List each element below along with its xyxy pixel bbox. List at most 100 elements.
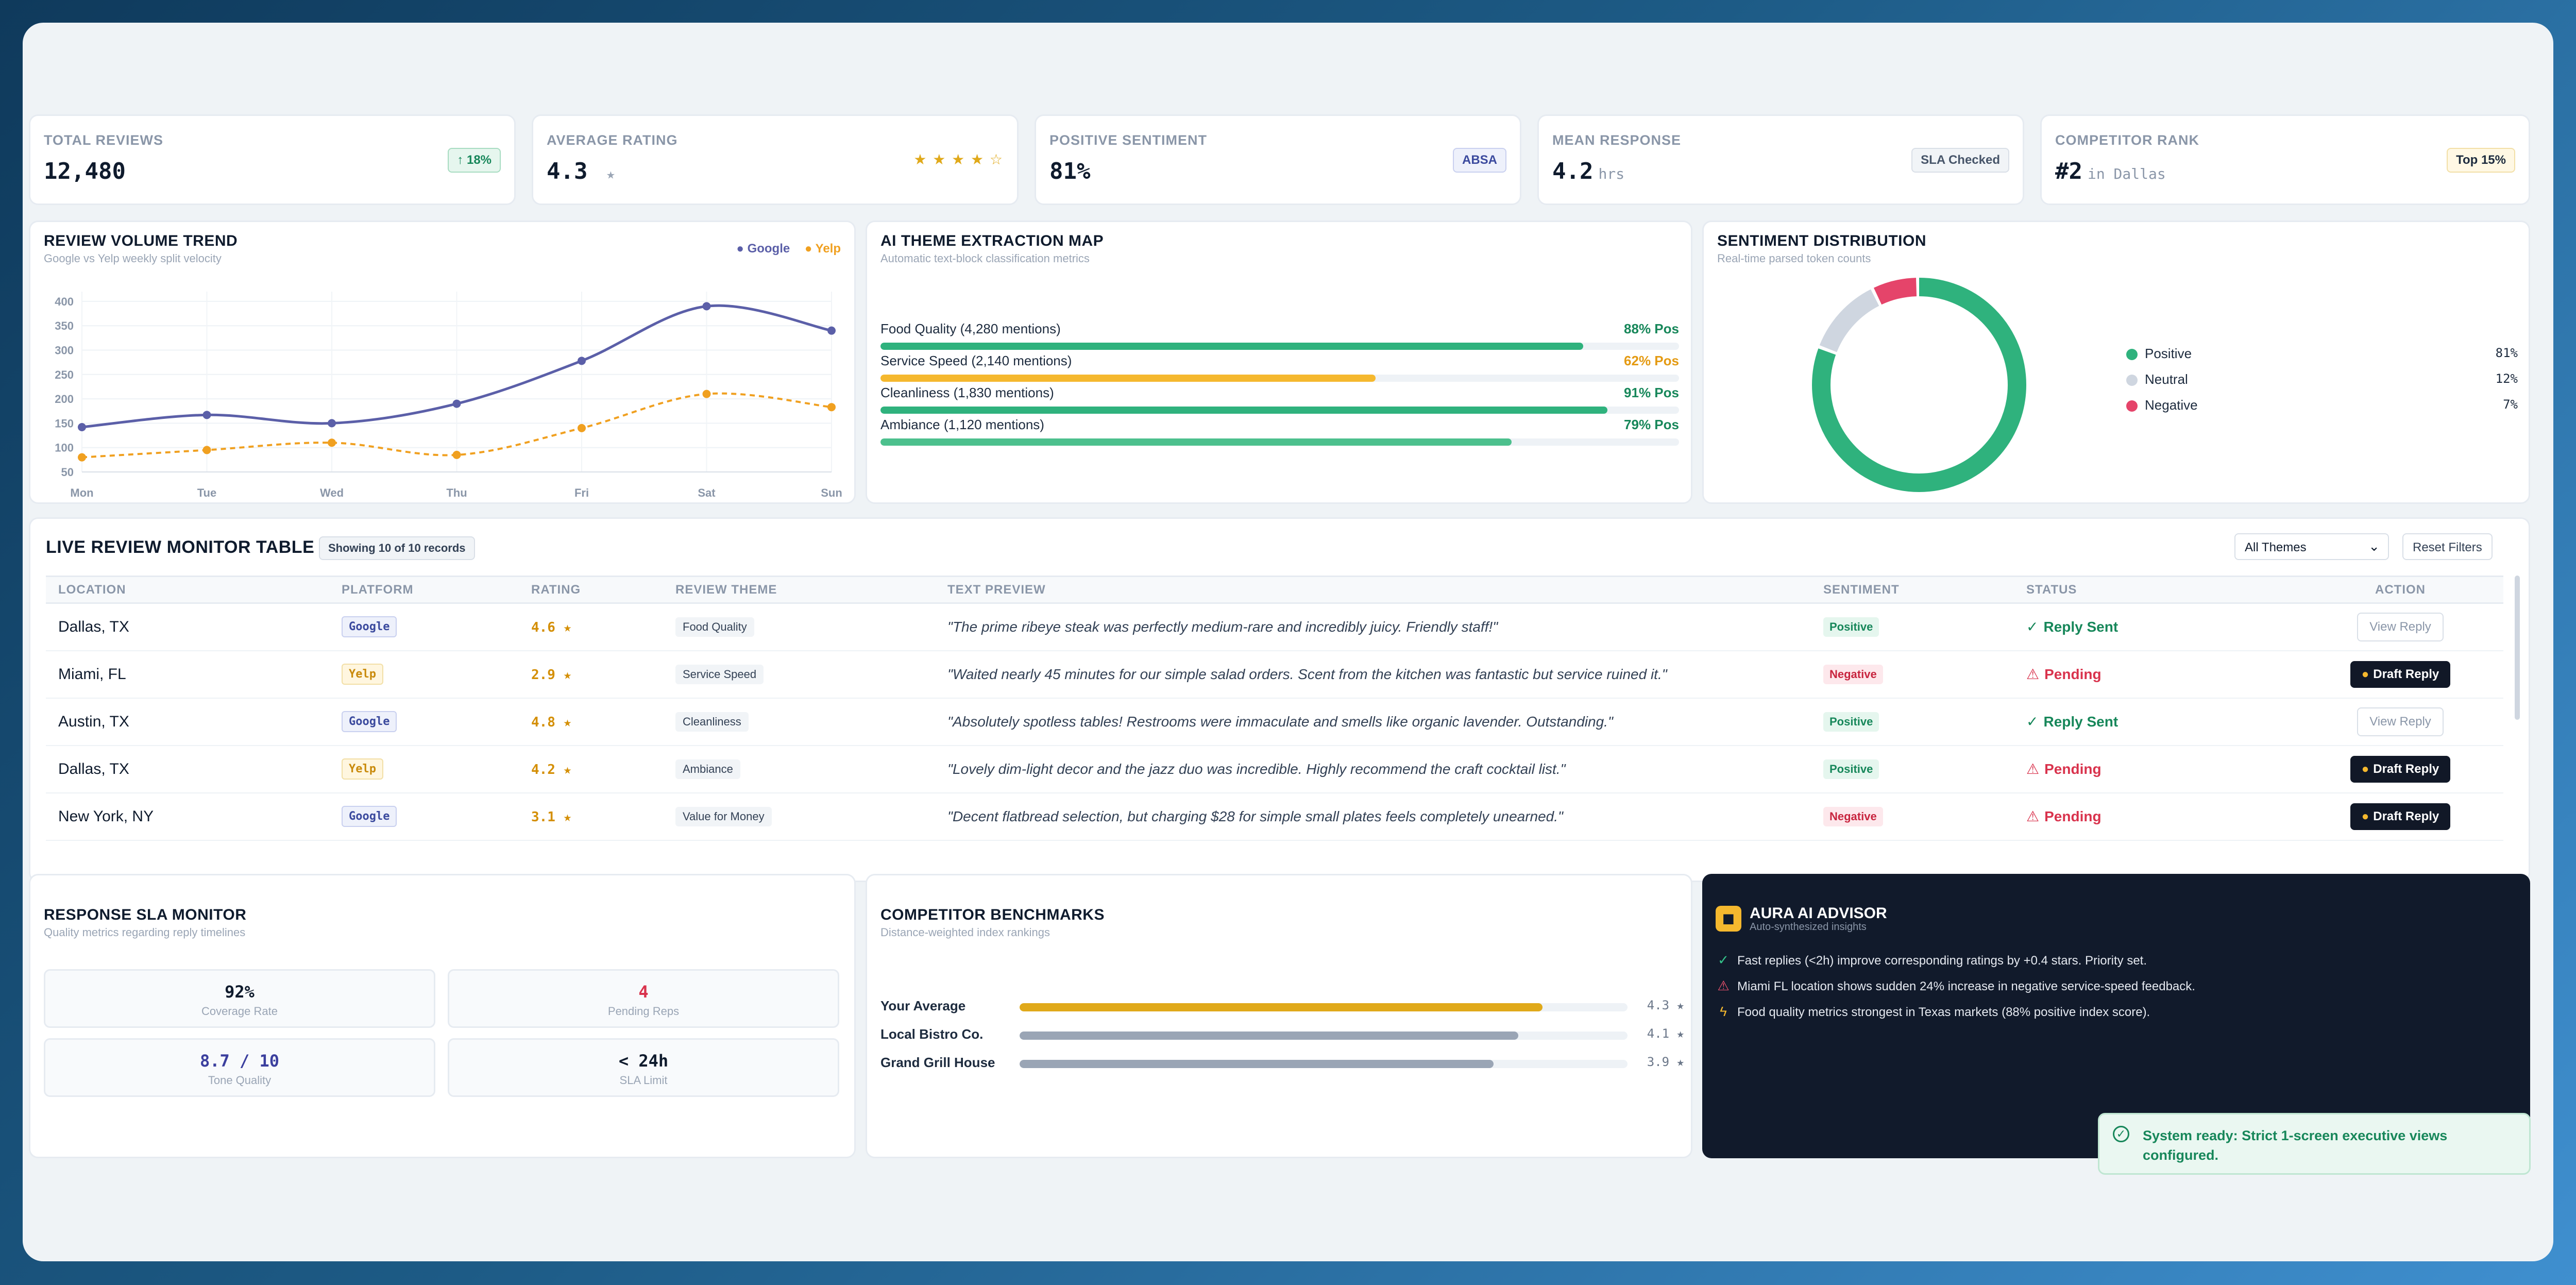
theme-name: Service Speed (2,140 mentions) bbox=[880, 353, 1072, 368]
theme-name: Food Quality (4,280 mentions) bbox=[880, 321, 1061, 336]
table-header-row: LOCATION PLATFORM RATING REVIEW THEME TE… bbox=[46, 576, 2503, 604]
theme-percent: 88% Pos bbox=[1624, 321, 1679, 336]
legend-dot bbox=[2126, 349, 2138, 361]
cell-theme: Service Speed bbox=[663, 650, 935, 699]
review-monitor-card: LIVE REVIEW MONITOR TABLE Showing 10 of … bbox=[29, 517, 2530, 882]
warning-icon: ⚠ bbox=[2026, 666, 2040, 682]
x-tick-label: Mon bbox=[70, 486, 93, 499]
kpi-label: AVERAGE RATING bbox=[547, 132, 678, 148]
theme-chip: Food Quality bbox=[675, 617, 754, 637]
table-row[interactable]: Miami, FL Yelp 2.9 ★ Service Speed "Waited n… bbox=[46, 650, 2503, 699]
kpi-label: POSITIVE SENTIMENT bbox=[1049, 132, 1208, 148]
table-row[interactable]: Dallas, TX Yelp 4.2 ★ Ambiance "Lovely dim-l… bbox=[46, 745, 2503, 793]
insight-text: Food quality metrics strongest in Texas … bbox=[1737, 1005, 2150, 1019]
cell-action: ● Draft Reply bbox=[2297, 792, 2503, 841]
table-row[interactable]: New York, NY Google 3.1 ★ Value for Money "D… bbox=[46, 792, 2503, 841]
table-scrollbar[interactable] bbox=[2515, 576, 2520, 720]
sentiment-badge: Negative bbox=[1823, 806, 1883, 826]
status-indicator: ✓ Reply Sent bbox=[2026, 714, 2118, 730]
view-reply-button[interactable]: View Reply bbox=[2357, 707, 2444, 736]
y-tick-label: 350 bbox=[55, 319, 74, 332]
cell-rating: 2.9 ★ bbox=[519, 650, 663, 699]
review-preview: "Lovely dim-light decor and the jazz duo… bbox=[947, 760, 1566, 777]
theme-filter-select[interactable]: All Themes ⌄ bbox=[2234, 533, 2389, 560]
platform-badge: Google bbox=[342, 616, 397, 638]
legend-dot bbox=[2126, 400, 2138, 412]
competitor-benchmarks-card: COMPETITOR BENCHMARKS Distance-weighted … bbox=[866, 874, 1692, 1158]
toast-message: System ready: Strict 1-screen executive … bbox=[2143, 1128, 2448, 1163]
draft-reply-button[interactable]: ● Draft Reply bbox=[2350, 755, 2451, 783]
benchmark-row: Grand Grill House 3.9 ★ bbox=[880, 1055, 1684, 1075]
review-preview: "The prime ribeye steak was perfectly me… bbox=[947, 618, 1498, 635]
card-title: COMPETITOR BENCHMARKS bbox=[880, 906, 1105, 923]
app-window: TOTAL REVIEWS 12,480 ↑ 18% AVERAGE RATIN… bbox=[23, 23, 2553, 1261]
reset-filters-button[interactable]: Reset Filters bbox=[2402, 533, 2493, 560]
benchmark-bar-track bbox=[1020, 1060, 1628, 1068]
data-point-google bbox=[78, 422, 86, 431]
theme-bar-fill bbox=[880, 375, 1376, 382]
sla-label: Coverage Rate bbox=[201, 1005, 278, 1018]
sla-value: < 24h bbox=[618, 1051, 669, 1071]
cell-action: ● Draft Reply bbox=[2297, 650, 2503, 699]
records-count-badge: Showing 10 of 10 records bbox=[319, 536, 475, 560]
sla-metric-tone-quality: 8.7 / 10 Tone Quality bbox=[44, 1038, 435, 1097]
y-tick-label: 100 bbox=[55, 442, 74, 454]
cell-platform: Google bbox=[329, 698, 519, 746]
y-tick-label: 150 bbox=[55, 417, 74, 430]
table-row[interactable]: Austin, TX Google 4.8 ★ Cleanliness "Absolut… bbox=[46, 698, 2503, 746]
button-label: Draft Reply bbox=[2373, 762, 2439, 776]
warning-icon: ⚠ bbox=[2026, 808, 2040, 824]
data-point-yelp bbox=[578, 424, 586, 432]
data-point-google bbox=[827, 326, 836, 335]
table-row[interactable]: Dallas, TX Google 4.6 ★ Food Quality "The pr… bbox=[46, 603, 2503, 651]
theme-bar-fill bbox=[880, 407, 1607, 414]
cell-action: View Reply bbox=[2297, 698, 2503, 746]
cell-sentiment: Negative bbox=[1811, 650, 2014, 699]
donut-slice-positive bbox=[1812, 278, 2026, 492]
y-tick-label: 50 bbox=[61, 466, 74, 479]
kpi-total-reviews: TOTAL REVIEWS 12,480 ↑ 18% bbox=[29, 114, 516, 205]
cell-location: Miami, FL bbox=[46, 650, 329, 699]
sla-value: 92% bbox=[225, 982, 255, 1002]
check-circle-icon: ✓ bbox=[1718, 952, 1729, 968]
platform-badge: Yelp bbox=[342, 664, 383, 685]
cell-action: View Reply bbox=[2297, 603, 2503, 651]
top-badge: Top 15% bbox=[2447, 148, 2515, 173]
cell-sentiment: Positive bbox=[1811, 603, 2014, 651]
col-status: STATUS bbox=[2014, 576, 2297, 604]
cell-theme: Value for Money bbox=[663, 792, 935, 841]
cell-theme: Food Quality bbox=[663, 603, 935, 651]
draft-reply-button[interactable]: ● Draft Reply bbox=[2350, 803, 2451, 830]
button-label: Draft Reply bbox=[2373, 809, 2439, 823]
cell-platform: Google bbox=[329, 792, 519, 841]
card-subtitle: Quality metrics regarding reply timeline… bbox=[44, 926, 246, 939]
advisor-insight: ⚠ Miami FL location shows sudden 24% incr… bbox=[1716, 978, 2195, 994]
kpi-value: #2 in Dallas bbox=[2055, 158, 2166, 184]
button-label: Draft Reply bbox=[2373, 667, 2439, 681]
legend-dot bbox=[2126, 375, 2138, 386]
sentiment-donut-chart bbox=[1812, 278, 2026, 492]
card-title: REVIEW VOLUME TREND bbox=[44, 232, 238, 249]
cell-sentiment: Positive bbox=[1811, 698, 2014, 746]
rating-value: 3.1 ★ bbox=[531, 809, 572, 825]
cell-preview: "Lovely dim-light decor and the jazz duo… bbox=[935, 745, 1811, 793]
sla-metric-sla-limit: < 24h SLA Limit bbox=[448, 1038, 839, 1097]
cell-location: Dallas, TX bbox=[46, 603, 329, 651]
status-label: Reply Sent bbox=[2043, 619, 2119, 635]
status-label: Pending bbox=[2044, 808, 2102, 824]
data-point-yelp bbox=[202, 446, 211, 454]
advisor-title: AURA AI ADVISOR bbox=[1750, 905, 1887, 922]
draft-reply-button[interactable]: ● Draft Reply bbox=[2350, 661, 2451, 688]
filter-value: All Themes bbox=[2245, 540, 2307, 554]
legend-label: Google bbox=[747, 242, 790, 256]
cell-platform: Google bbox=[329, 603, 519, 651]
system-toast[interactable]: ✓ System ready: Strict 1-screen executiv… bbox=[2098, 1113, 2531, 1175]
card-subtitle: Distance-weighted index rankings bbox=[880, 926, 1050, 939]
theme-row: Food Quality (4,280 mentions) 88% Pos bbox=[880, 321, 1679, 350]
data-point-google bbox=[452, 399, 461, 408]
benchmark-bar-fill bbox=[1020, 1003, 1543, 1011]
theme-percent: 91% Pos bbox=[1624, 385, 1679, 400]
x-tick-label: Sun bbox=[821, 486, 842, 499]
kpi-number: 4.2 bbox=[1552, 158, 1594, 184]
view-reply-button[interactable]: View Reply bbox=[2357, 612, 2444, 641]
